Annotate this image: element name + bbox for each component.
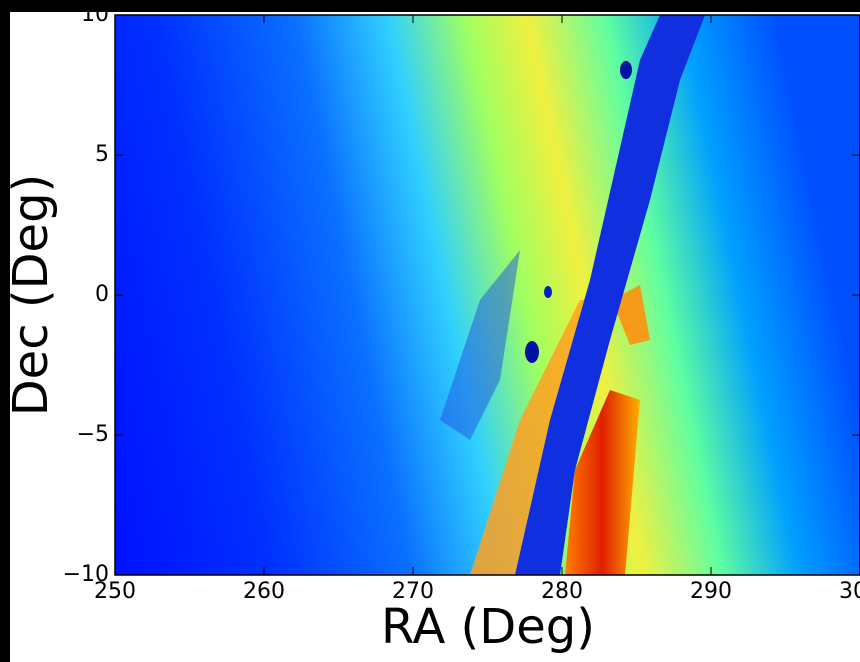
- y-axis-label: Dec (Deg): [3, 174, 59, 417]
- frame-bar: [0, 0, 10, 662]
- x-tick-label: 290: [690, 579, 732, 604]
- y-tick-label: 0: [95, 282, 109, 307]
- heatmap: [115, 15, 860, 575]
- y-tick-label: 10: [81, 2, 109, 27]
- y-tick-label: 5: [95, 142, 109, 167]
- y-tick-label: −10: [63, 562, 109, 587]
- x-axis-label: RA (Deg): [381, 599, 595, 655]
- y-tick-label: −5: [77, 422, 109, 447]
- frame-bar: [0, 0, 860, 12]
- x-tick-label: 270: [392, 579, 434, 604]
- x-tick-label: 280: [541, 579, 583, 604]
- x-tick-label: 250: [94, 579, 136, 604]
- x-tick-label: 260: [243, 579, 285, 604]
- x-tick-label: 300: [839, 579, 860, 604]
